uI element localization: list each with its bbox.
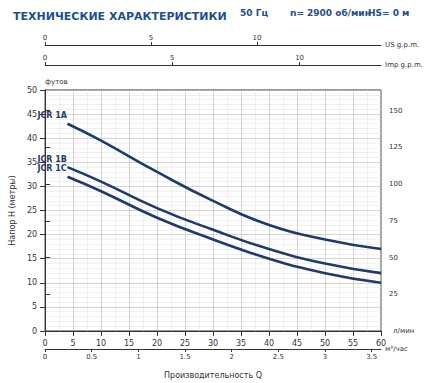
svg-text:2.5: 2.5 (273, 353, 284, 361)
svg-text:10: 10 (253, 34, 262, 42)
svg-text:75: 75 (389, 217, 398, 225)
svg-text:35: 35 (236, 339, 246, 348)
svg-text:45: 45 (292, 339, 302, 348)
svg-text:л/мин: л/мин (393, 327, 414, 335)
svg-text:30: 30 (208, 339, 218, 348)
svg-text:10: 10 (27, 278, 37, 287)
svg-text:Imp g.p.m.: Imp g.p.m. (385, 61, 423, 69)
svg-text:Производительность Q: Производительность Q (164, 371, 262, 380)
svg-text:60: 60 (376, 339, 386, 348)
svg-text:5: 5 (170, 54, 174, 62)
svg-text:5: 5 (71, 339, 76, 348)
svg-text:35: 35 (27, 158, 37, 167)
svg-text:40: 40 (264, 339, 274, 348)
svg-text:20: 20 (152, 339, 162, 348)
svg-text:150: 150 (389, 107, 402, 115)
svg-text:50 Гц: 50 Гц (240, 8, 268, 18)
svg-text:100: 100 (389, 180, 402, 188)
svg-text:ТЕХНИЧЕСКИЕ ХАРАКТЕРИСТИКИ: ТЕХНИЧЕСКИЕ ХАРАКТЕРИСТИКИ (13, 10, 227, 23)
svg-text:0: 0 (43, 339, 48, 348)
svg-text:50: 50 (389, 254, 398, 262)
svg-text:25: 25 (180, 339, 190, 348)
svg-text:JCR 1A: JCR 1A (36, 111, 67, 120)
svg-text:0: 0 (32, 327, 37, 336)
svg-text:30: 30 (27, 182, 37, 191)
svg-text:м³/час: м³/час (385, 345, 408, 353)
svg-text:0: 0 (43, 34, 47, 42)
svg-text:футов: футов (45, 78, 68, 86)
svg-text:2: 2 (230, 353, 234, 361)
svg-text:5: 5 (149, 34, 153, 42)
svg-text:25: 25 (389, 290, 398, 298)
svg-text:0: 0 (43, 54, 47, 62)
svg-text:n= 2900 об/мин: n= 2900 об/мин (290, 8, 371, 18)
svg-text:HS= 0 м: HS= 0 м (368, 8, 409, 18)
svg-text:50: 50 (27, 86, 37, 95)
svg-text:0: 0 (43, 353, 47, 361)
svg-text:45: 45 (27, 110, 37, 119)
svg-text:JCR 1C: JCR 1C (36, 164, 66, 173)
svg-text:1.5: 1.5 (180, 353, 191, 361)
svg-text:3: 3 (323, 353, 327, 361)
svg-text:0.5: 0.5 (86, 353, 97, 361)
svg-text:5: 5 (32, 302, 37, 311)
svg-text:40: 40 (27, 134, 37, 143)
svg-text:15: 15 (27, 254, 37, 263)
svg-text:20: 20 (27, 230, 37, 239)
svg-text:10: 10 (295, 54, 304, 62)
svg-text:15: 15 (124, 339, 134, 348)
svg-text:JCR 1B: JCR 1B (36, 155, 66, 164)
svg-text:10: 10 (96, 339, 106, 348)
svg-text:3.5: 3.5 (366, 353, 377, 361)
svg-text:Напор H (метры): Напор H (метры) (8, 175, 17, 245)
svg-text:25: 25 (27, 206, 37, 215)
svg-text:50: 50 (320, 339, 330, 348)
svg-text:US g.p.m.: US g.p.m. (385, 41, 419, 49)
svg-text:1: 1 (136, 353, 140, 361)
svg-text:125: 125 (389, 143, 402, 151)
svg-text:55: 55 (348, 339, 358, 348)
